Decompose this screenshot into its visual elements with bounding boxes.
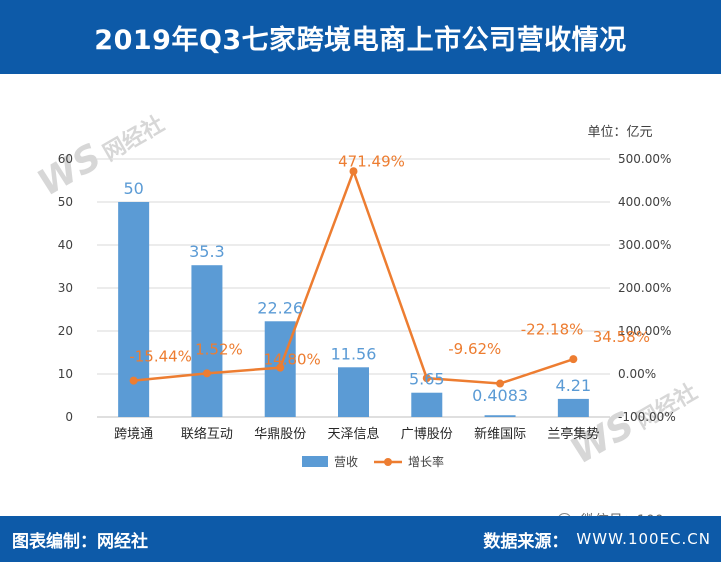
y-right-tick-label: 400.00% — [618, 195, 671, 209]
y-right-tick-label: 300.00% — [618, 238, 671, 252]
legend-line-label: 增长率 — [408, 454, 444, 469]
footer-credit: 图表编制：网经社 — [12, 531, 148, 552]
growth-point — [422, 374, 431, 383]
x-category-label: 兰亭集势 — [547, 426, 599, 442]
bar-data-label: 5.65 — [409, 370, 445, 389]
line-data-label: 1.52% — [195, 340, 243, 358]
bar-data-label: 0.4083 — [472, 386, 528, 405]
line-data-label: -22.18% — [521, 321, 584, 339]
y-left-tick-label: 60 — [58, 152, 73, 166]
y-left-tick-label: 10 — [58, 367, 73, 381]
line-data-label: -15.44% — [129, 348, 192, 366]
x-category-label: 广博股份 — [401, 427, 453, 442]
y-right-tick-label: 200.00% — [618, 281, 671, 295]
growth-point — [569, 355, 578, 364]
y-right-tick-label: 0.00% — [618, 367, 656, 381]
x-category-label: 新维国际 — [474, 426, 526, 442]
legend-bar-swatch — [302, 456, 328, 467]
footer-source-label: 数据来源： — [483, 531, 569, 552]
bar — [484, 415, 516, 417]
growth-point — [202, 369, 211, 378]
chart-title-banner: 2019年Q3七家跨境电商上市公司营收情况 — [0, 0, 721, 74]
y-left-tick-label: 30 — [58, 281, 73, 295]
x-category-label: 跨境通 — [114, 427, 153, 442]
line-data-label: 14.80% — [264, 351, 321, 369]
bar — [411, 392, 443, 417]
y-right-tick-label: -100.00% — [618, 410, 676, 424]
y-right-tick-label: 100.00% — [618, 324, 671, 338]
x-category-label: 联络互动 — [181, 426, 233, 442]
x-category-label: 天泽信息 — [327, 426, 379, 442]
y-left-tick-label: 20 — [58, 324, 73, 338]
bar-data-label: 35.3 — [189, 242, 225, 261]
bar — [118, 202, 150, 417]
bar-data-label: 11.56 — [331, 344, 377, 363]
bar-data-label: 22.26 — [257, 298, 303, 317]
growth-point — [496, 379, 505, 388]
line-data-label: 34.58% — [593, 328, 650, 346]
bar — [557, 398, 589, 417]
line-data-label: -9.62% — [448, 340, 501, 358]
footer-bar: 图表编制：网经社 数据来源： WWW.100EC.CN — [0, 516, 721, 562]
bar — [191, 265, 223, 417]
x-category-label: 华鼎股份 — [254, 427, 306, 442]
page-title: 2019年Q3七家跨境电商上市公司营收情况 — [94, 24, 627, 56]
legend-bar-label: 营收 — [334, 455, 358, 469]
growth-point — [129, 376, 138, 385]
bar-data-label: 50 — [123, 179, 143, 198]
y-left-tick-label: 50 — [58, 195, 73, 209]
combo-chart: 单位：亿元 0 10 20 30 40 50 60 -100.00% 0.00% 100.00% 20… — [58, 125, 676, 469]
bar-data-label: 4.21 — [556, 376, 592, 395]
legend-line-marker — [384, 458, 392, 466]
bar — [338, 367, 369, 417]
y-right-tick-label: 500.00% — [618, 152, 671, 166]
y-left-tick-label: 40 — [58, 238, 73, 252]
footer-source: 数据来源： WWW.100EC.CN — [483, 527, 711, 552]
line-data-label: 471.49% — [338, 152, 405, 170]
y-left-tick-label: 0 — [65, 410, 73, 424]
growth-point — [276, 363, 285, 372]
unit-label: 单位：亿元 — [587, 125, 652, 140]
growth-point — [349, 167, 358, 176]
footer-source-value: WWW.100EC.CN — [576, 530, 711, 548]
